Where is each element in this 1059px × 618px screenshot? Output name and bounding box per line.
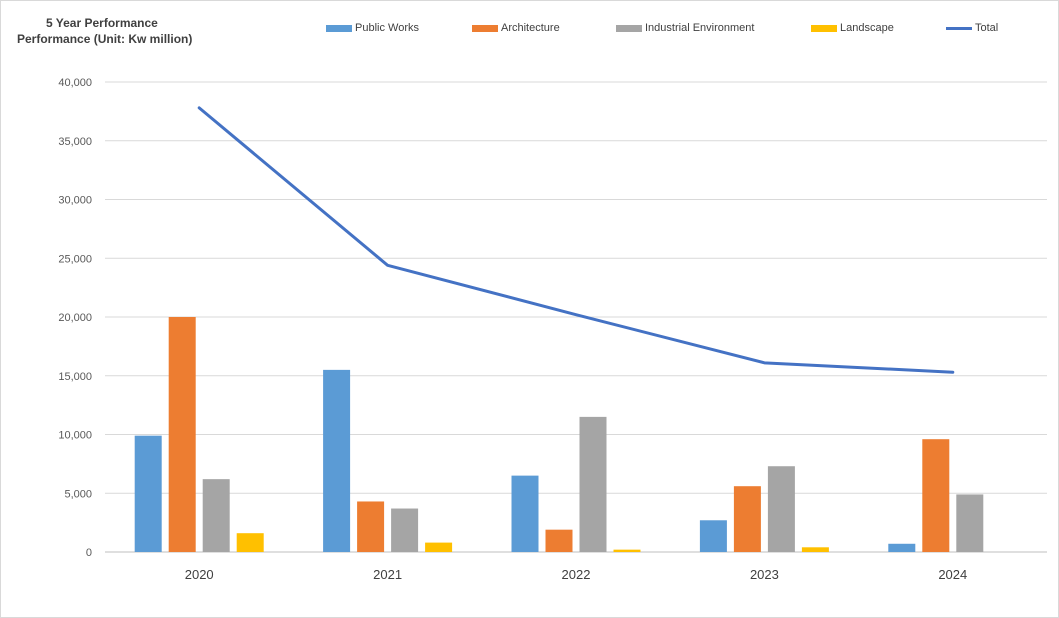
y-tick-label: 30,000 [58, 195, 92, 207]
y-tick-label: 35,000 [58, 136, 92, 148]
y-tick-label: 5,000 [64, 488, 92, 500]
bar-architecture-2020 [168, 317, 196, 552]
line-series-total [197, 106, 955, 374]
bar-architecture-2024 [922, 439, 950, 552]
x-tick-label: 2023 [750, 567, 779, 582]
bar-architecture-2023 [733, 486, 761, 552]
legend-item-total[interactable]: Total [946, 22, 998, 34]
bar-public-works-2024 [888, 543, 916, 552]
chart-title: 5 Year Performance [46, 16, 158, 30]
legend-label-landscape: Landscape [840, 22, 894, 34]
x-tick-label: 2021 [373, 567, 402, 582]
bar-public-works-2020 [134, 435, 162, 552]
legend-item-public-works[interactable]: Public Works [326, 22, 419, 34]
bar-architecture-2022 [545, 529, 573, 552]
legend-swatch-landscape [811, 24, 837, 32]
x-tick-label: 2022 [562, 567, 591, 582]
legend-item-architecture[interactable]: Architecture [472, 22, 560, 34]
chart-subtitle: Performance (Unit: Kw million) [17, 32, 193, 46]
legend: Public Works Architecture Industrial Env… [0, 0, 1059, 50]
legend-swatch-industrial-environment [616, 24, 642, 32]
legend-label-architecture: Architecture [501, 22, 560, 34]
legend-item-industrial-environment[interactable]: Industrial Environment [616, 22, 754, 34]
y-tick-label: 40,000 [58, 77, 92, 89]
bar-landscape-2021 [425, 542, 453, 552]
y-tick-label: 25,000 [58, 253, 92, 265]
y-tick-label: 15,000 [58, 371, 92, 383]
legend-swatch-architecture [472, 24, 498, 32]
x-tick-label: 2024 [938, 567, 967, 582]
bar-public-works-2023 [699, 520, 727, 552]
y-tick-label: 20,000 [58, 312, 92, 324]
legend-item-landscape[interactable]: Landscape [811, 22, 894, 34]
bar-industrial-environment-2021 [391, 508, 419, 552]
bar-public-works-2021 [323, 369, 351, 552]
y-tick-label: 10,000 [58, 430, 92, 442]
legend-label-industrial-environment: Industrial Environment [645, 22, 755, 34]
bar-landscape-2020 [236, 533, 264, 552]
bar-industrial-environment-2024 [956, 494, 984, 552]
legend-label-public-works: Public Works [355, 22, 419, 34]
bar-landscape-2022 [613, 549, 641, 552]
legend-swatch-total [946, 26, 972, 30]
bar-industrial-environment-2022 [579, 416, 607, 552]
bar-landscape-2023 [801, 547, 829, 552]
bar-industrial-environment-2023 [767, 466, 795, 552]
legend-label-total: Total [975, 22, 999, 34]
bar-public-works-2022 [511, 475, 539, 552]
y-tick-label: 0 [86, 547, 92, 559]
x-tick-label: 2020 [185, 567, 214, 582]
legend-swatch-public-works [326, 24, 352, 32]
bar-architecture-2021 [357, 501, 385, 552]
bar-industrial-environment-2020 [202, 479, 230, 552]
